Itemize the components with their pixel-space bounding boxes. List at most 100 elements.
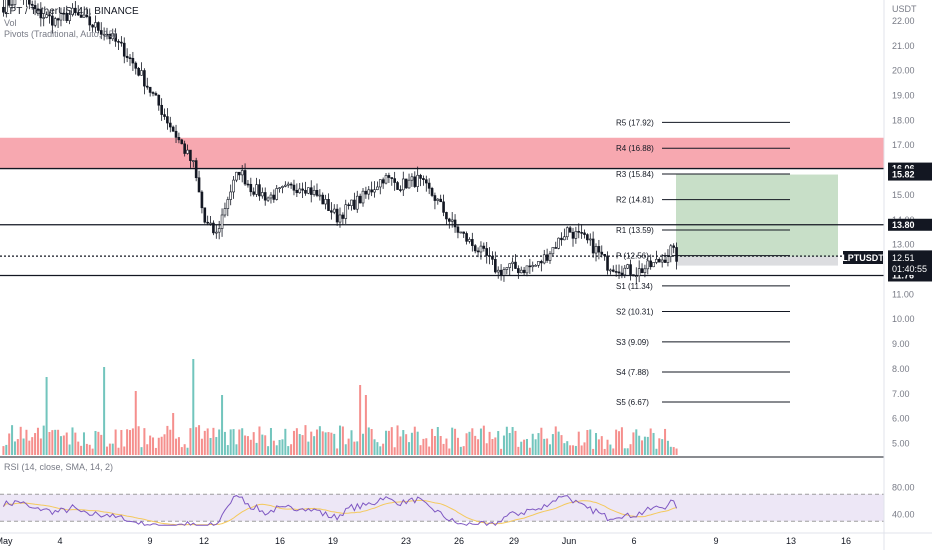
volume-bar	[152, 437, 155, 455]
volume-bar	[333, 433, 336, 455]
candle-body	[617, 271, 621, 274]
candle-body	[620, 272, 624, 276]
candle-body	[479, 245, 483, 253]
volume-bar	[65, 432, 68, 455]
candle-body	[151, 92, 155, 94]
candle-body	[499, 269, 503, 276]
candle-body	[491, 255, 494, 260]
volume-bar	[140, 447, 143, 455]
volume-bar	[479, 428, 482, 455]
candle-body	[548, 253, 552, 261]
candle-body	[531, 265, 535, 268]
volume-bar	[318, 426, 321, 455]
volume-bar	[531, 433, 534, 455]
volume-bar	[123, 446, 126, 455]
volume-bar	[189, 428, 192, 455]
candle-body	[370, 189, 373, 193]
price-tick-label: 20.00	[892, 66, 915, 76]
candle-body	[7, 0, 11, 6]
price-tick-label: 22.00	[892, 16, 915, 26]
volume-bar	[523, 439, 526, 455]
volume-bar	[500, 448, 503, 455]
volume-bar	[405, 434, 408, 455]
candle-body	[373, 189, 376, 193]
candle-body	[471, 239, 474, 246]
candle-body	[465, 233, 468, 242]
candle-body	[10, 4, 14, 6]
volume-bar	[31, 437, 34, 455]
volume-bar	[74, 432, 77, 455]
volume-bar	[232, 429, 235, 455]
candle-body	[563, 236, 566, 241]
rsi-legend[interactable]: RSI (14, close, SMA, 14, 2)	[4, 462, 113, 472]
candle-body	[448, 218, 451, 222]
volume-bar	[34, 433, 37, 455]
pivot-levels: R5 (17.92) R4 (16.88) R3 (15.84) R2 (14.81)…	[616, 118, 790, 407]
pivots-legend[interactable]: Pivots (Traditional, Auto, 15)	[4, 29, 117, 39]
candle-body	[292, 184, 296, 191]
volume-bar	[356, 441, 359, 455]
candle-body	[200, 191, 204, 209]
candle-body	[450, 219, 454, 222]
volume-bar	[51, 430, 54, 455]
volume-bar	[623, 448, 626, 455]
candle-body	[36, 8, 40, 11]
candle-body	[396, 182, 399, 190]
candle-body	[341, 214, 345, 219]
time-tick-label: 9	[713, 536, 718, 546]
volume-bar	[192, 359, 195, 455]
time-tick-label: 16	[841, 536, 851, 546]
volume-bar	[571, 445, 575, 455]
volume-bar	[649, 428, 652, 455]
volume-bar	[238, 429, 241, 455]
volume-bar	[353, 441, 356, 455]
volume-bar	[246, 436, 249, 455]
candle-body	[473, 245, 477, 252]
candle-body	[266, 197, 270, 201]
candle-body	[347, 204, 350, 207]
volume-bar	[451, 427, 454, 455]
candle-body	[68, 14, 71, 21]
volume-bar	[543, 438, 546, 455]
volume-bar	[505, 426, 508, 455]
volume-bar	[399, 436, 402, 455]
price-badge-label: 11.76	[892, 270, 914, 280]
candle-body	[554, 247, 558, 249]
time-tick-label: 29	[509, 536, 519, 546]
candle-body	[255, 184, 258, 195]
volume-bar	[454, 428, 457, 455]
candle-body	[557, 237, 560, 249]
candle-body	[154, 93, 158, 96]
candle-body	[614, 271, 618, 273]
candle-body	[399, 189, 402, 191]
volume-bar	[88, 444, 91, 455]
candle-body	[430, 188, 434, 196]
time-axis-ticks[interactable]: May 4 9 12 16 19 23 26 29 Jun 6 9 13 16	[0, 536, 851, 546]
volume-bar	[134, 391, 137, 455]
candle-body	[410, 176, 414, 181]
volume-bar	[255, 442, 258, 455]
candle-body	[364, 190, 368, 195]
candle-body	[186, 149, 189, 154]
candle-body	[229, 191, 232, 200]
volume-bar	[600, 436, 603, 455]
price-badge-label: 13.80	[892, 220, 915, 230]
volume-bar	[393, 447, 396, 455]
volume-bar	[589, 429, 592, 455]
volume-bar	[580, 445, 583, 455]
volume-bar	[497, 431, 500, 455]
candle-body	[117, 41, 120, 43]
volume-bar	[160, 436, 163, 455]
time-tick-label: 26	[454, 536, 464, 546]
volume-bar	[514, 430, 517, 455]
symbol-legend[interactable]: LPT / TetherUS, 4h, BINANCE	[4, 6, 139, 17]
time-tick-label: Jun	[562, 536, 577, 546]
candle-body	[367, 189, 371, 195]
current-price: 12.51	[892, 253, 915, 263]
volume-bar	[618, 431, 621, 455]
candle-body	[102, 33, 106, 36]
volume-legend[interactable]: Vol	[4, 18, 17, 28]
volume-bar	[551, 434, 554, 455]
volume-bar	[382, 443, 385, 455]
